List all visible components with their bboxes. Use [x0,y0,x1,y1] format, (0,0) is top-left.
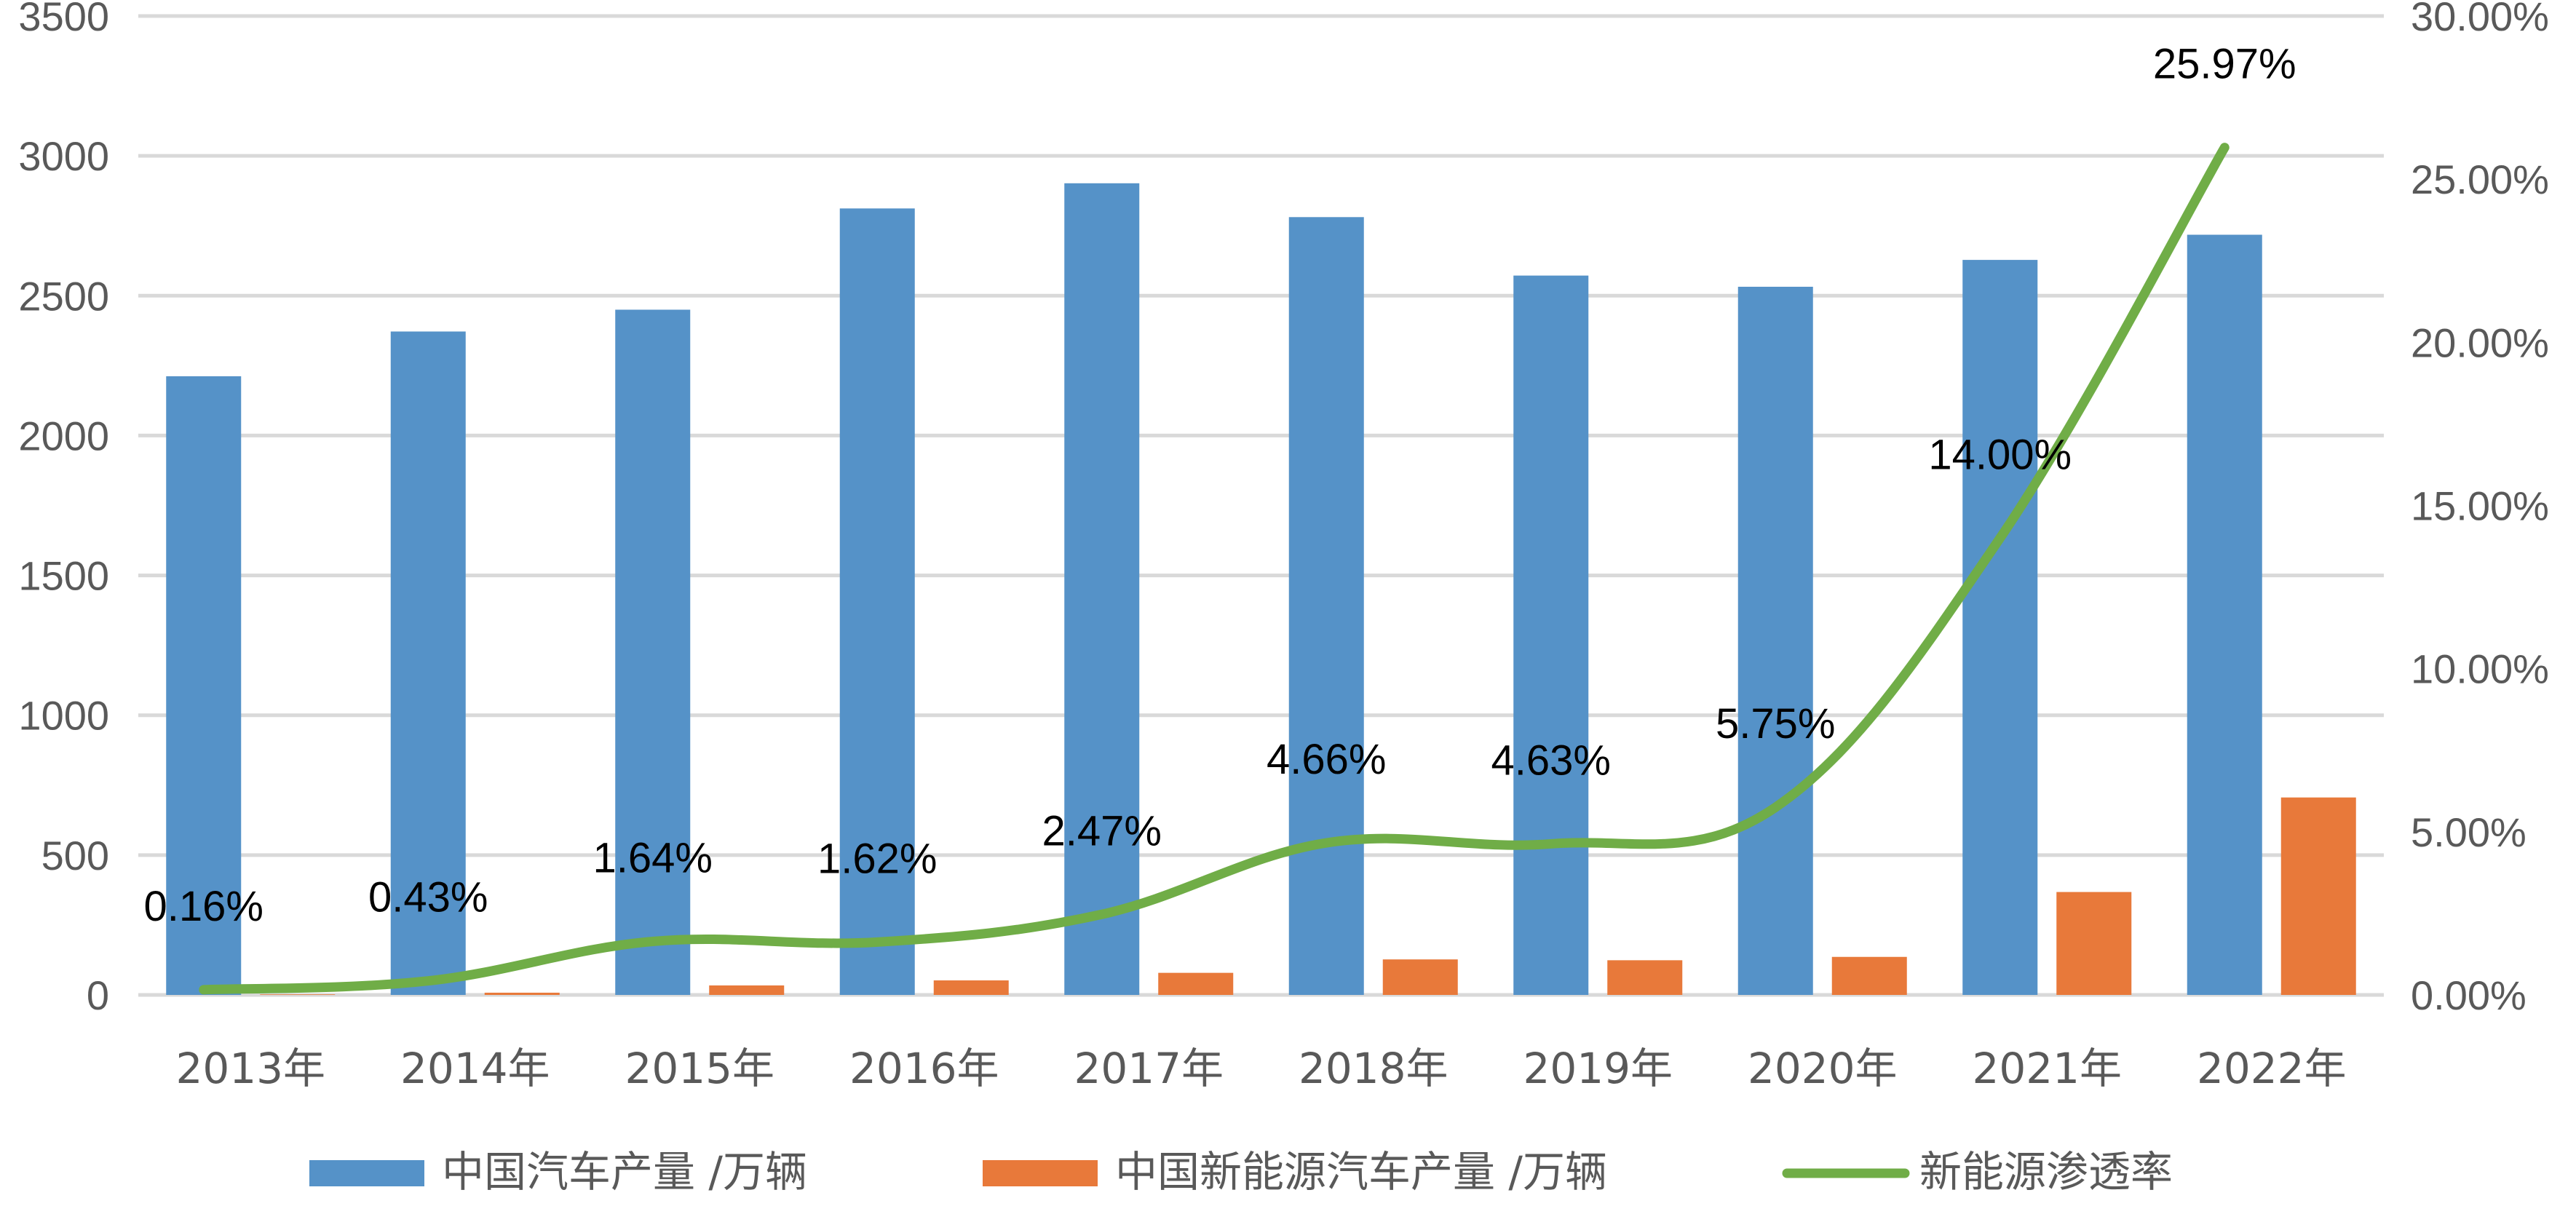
bar-nev-production [709,985,785,995]
penetration-rate-label: 1.62% [817,835,937,882]
y-left-tick-label: 2000 [18,413,109,459]
legend-swatch [983,1160,1098,1186]
penetration-rate-label: 25.97% [2153,41,2296,88]
x-category-label: 2015年 [625,1044,774,1093]
legend-label: 中国汽车产量 /万辆 [442,1147,807,1197]
y-left-tick-label: 1500 [18,553,109,599]
x-category-label: 2017年 [1074,1044,1224,1093]
bar-nev-production [1382,959,1458,995]
bar-vehicle-production [1737,286,1813,995]
penetration-rate-label: 0.16% [144,883,263,930]
x-category-label: 2016年 [849,1044,999,1093]
y-left-tick-label: 3500 [18,0,109,39]
bar-nev-production [260,994,336,995]
bar-vehicle-production [390,331,466,996]
penetration-rate-label: 4.66% [1267,736,1386,783]
bar-nev-production [933,980,1009,995]
y-left-tick-label: 1000 [18,693,109,739]
legend-label: 中国新能源汽车产量 /万辆 [1115,1147,1607,1197]
y-left-tick-label: 3000 [18,133,109,179]
penetration-rate-label: 0.43% [368,874,488,921]
y-right-tick-label: 5.00% [2411,809,2527,855]
x-category-label: 2021年 [1972,1044,2122,1093]
y-left-tick-label: 500 [41,833,109,878]
bar-vehicle-production [1064,183,1140,995]
y-right-tick-label: 20.00% [2411,320,2549,365]
bar-vehicle-production [2187,234,2262,995]
penetration-rate-label: 2.47% [1042,807,1162,854]
y-right-tick-label: 25.00% [2411,156,2549,202]
penetration-rate-label: 14.00% [1928,431,2072,478]
x-category-label: 2013年 [175,1044,325,1093]
bar-vehicle-production [1962,260,2038,995]
bar-vehicle-production [615,309,691,995]
bar-nev-production [1607,960,1683,995]
legend-label: 新能源渗透率 [1919,1147,2173,1197]
bar-vehicle-production [1513,275,1589,995]
bar-vehicle-production [839,208,915,996]
bar-vehicle-production [1288,217,1364,996]
y-right-tick-label: 10.00% [2411,646,2549,692]
penetration-rate-label: 4.63% [1491,737,1611,784]
legend-swatch [309,1160,424,1186]
y-right-tick-label: 0.00% [2411,972,2527,1018]
penetration-rate-label: 1.64% [593,834,713,881]
bar-nev-production [1831,956,1907,995]
y-right-tick-label: 15.00% [2411,483,2549,529]
penetration-rate-line [199,143,2230,995]
x-category-label: 2022年 [2197,1044,2347,1093]
penetration-rate-label: 5.75% [1716,700,1835,747]
x-category-label: 2014年 [400,1044,550,1093]
y-left-tick-label: 2500 [18,273,109,319]
bar-nev-production [2056,892,2132,995]
bar-nev-production [2280,797,2356,995]
y-left-tick-label: 0 [87,972,109,1018]
y-right-tick-label: 30.00% [2411,0,2549,39]
bar-vehicle-production [166,376,242,995]
x-category-label: 2018年 [1299,1044,1448,1093]
bar-nev-production [1158,972,1234,995]
x-category-label: 2020年 [1748,1044,1898,1093]
bar-nev-production [484,992,560,995]
x-category-label: 2019年 [1523,1044,1673,1093]
